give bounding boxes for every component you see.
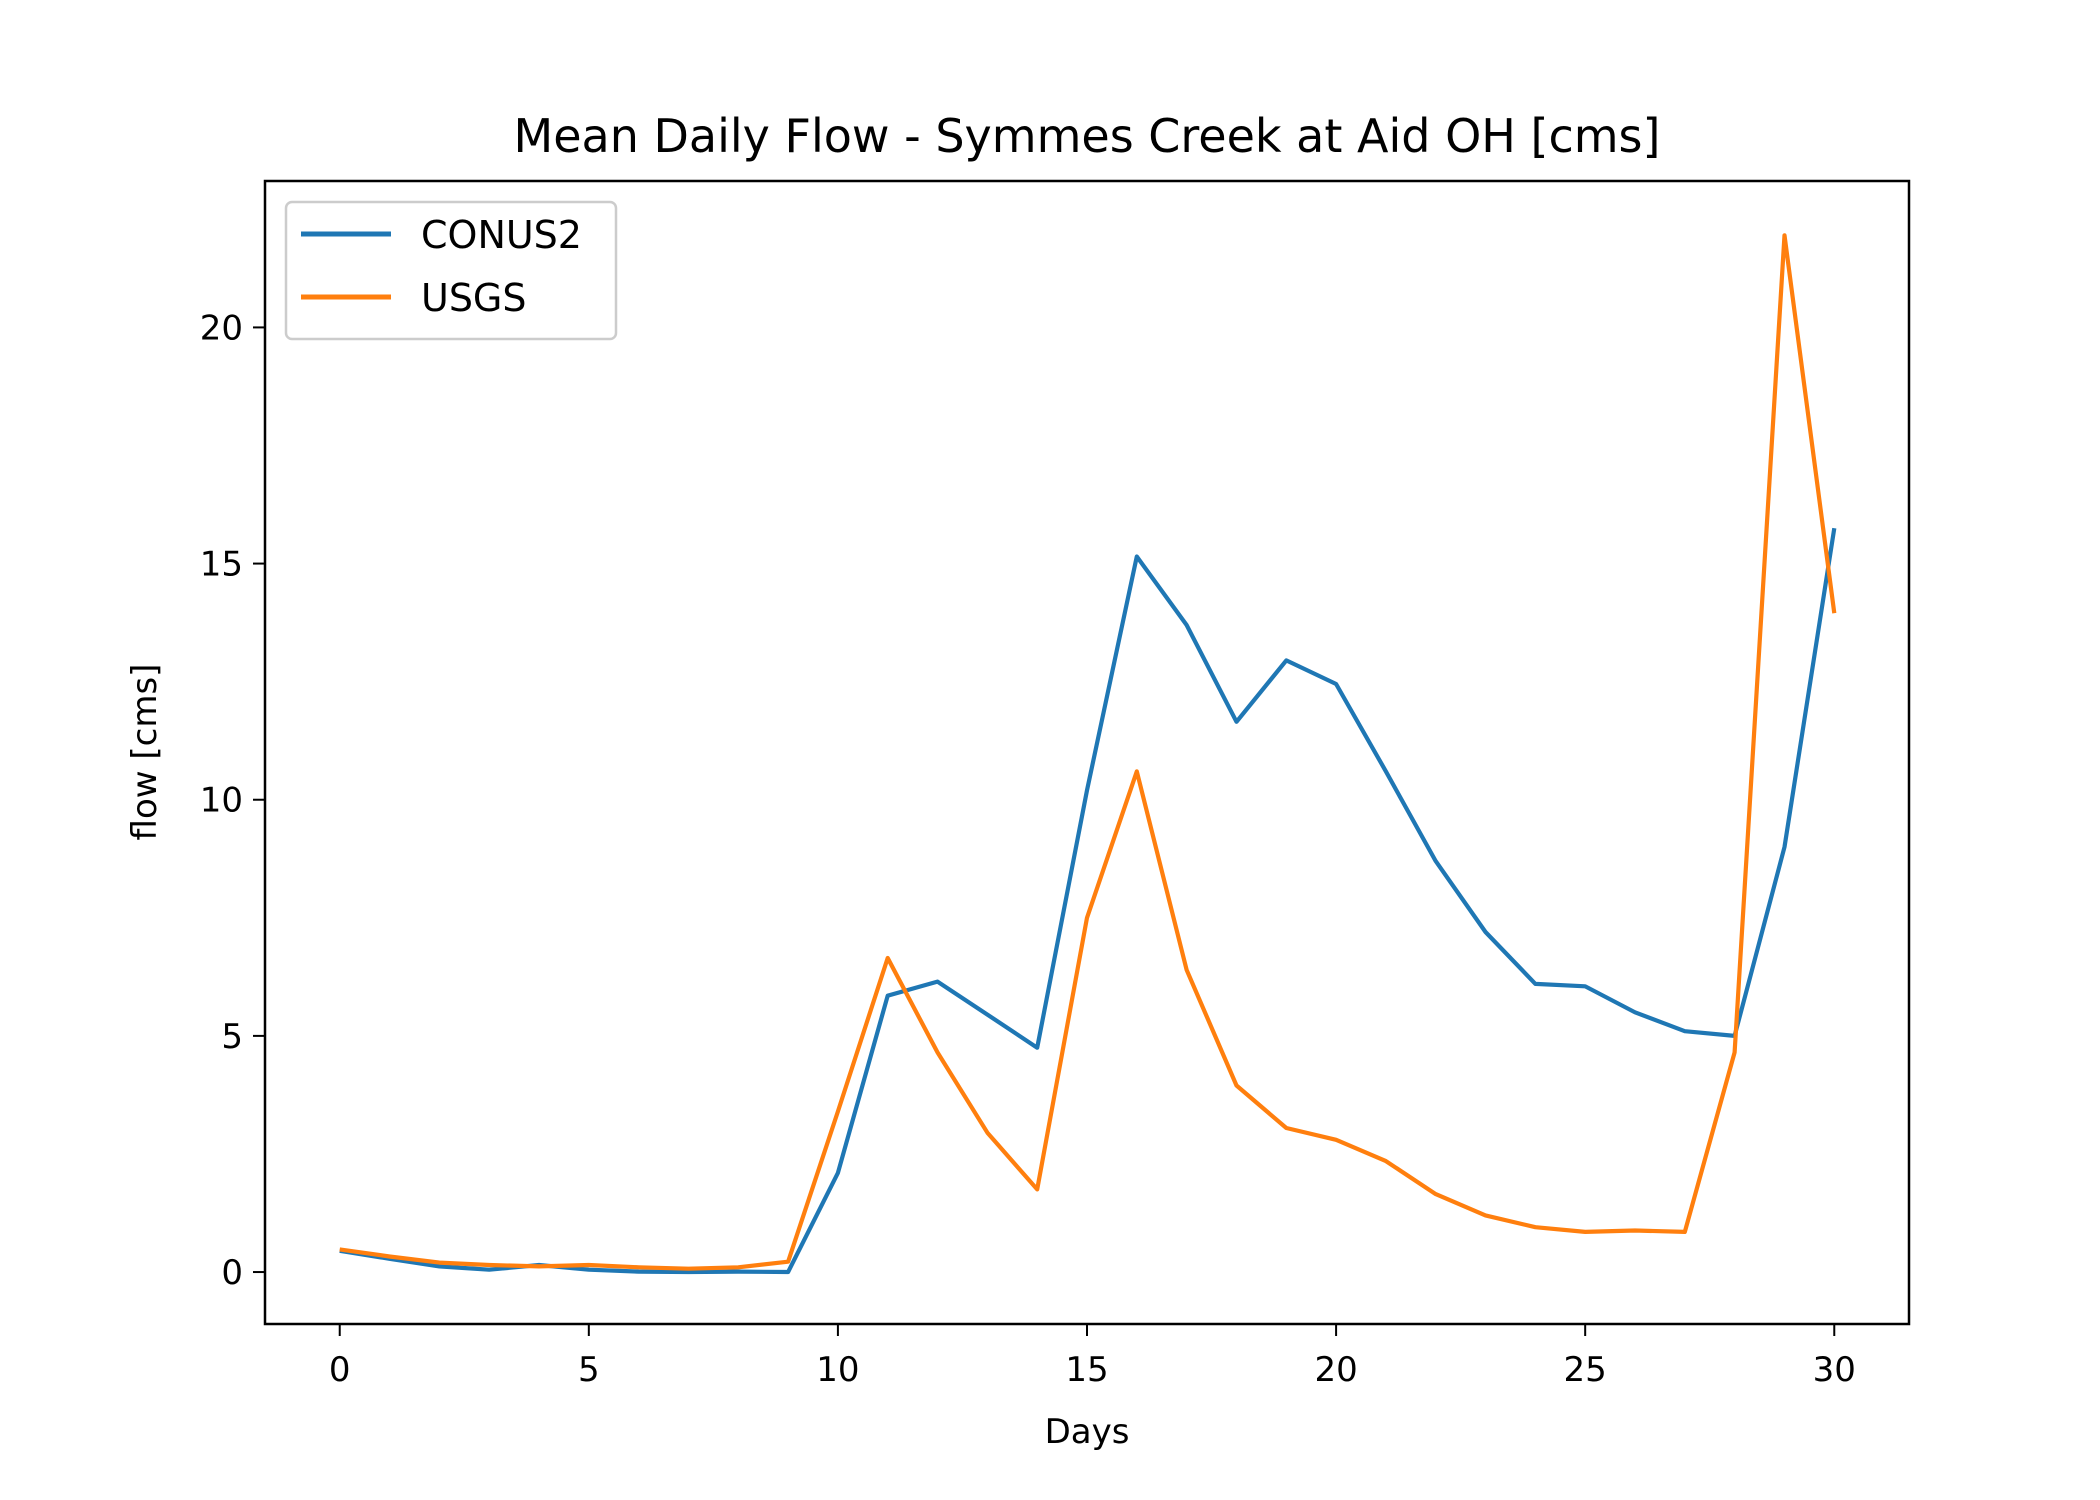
x-tick-label: 10 [816,1350,859,1390]
y-tick-label: 0 [221,1253,243,1293]
legend-label-usgs: USGS [421,276,527,320]
y-tick-label: 10 [200,781,243,821]
y-tick-label: 20 [200,308,243,348]
x-tick-label: 25 [1564,1350,1607,1390]
plot-frame [263,179,1911,1326]
series-line-usgs [339,233,1837,1271]
series-lines [339,233,1837,1275]
x-tick-label: 0 [329,1350,351,1390]
y-axis-ticks: 0 5 10 15 20 [200,308,265,1293]
chart-title: Mean Daily Flow - Symmes Creek at Aid OH… [514,109,1661,163]
x-tick-label: 5 [578,1350,600,1390]
y-axis-label: flow [cms] [125,664,165,841]
x-axis-label: Days [1045,1412,1130,1452]
x-axis-ticks: 0 5 10 15 20 25 30 [329,1324,1856,1390]
series-line-conus2 [339,527,1837,1275]
y-tick-label: 5 [221,1017,243,1057]
y-tick-label: 15 [200,545,243,585]
legend-label-conus2: CONUS2 [421,213,582,257]
x-tick-label: 15 [1065,1350,1108,1390]
legend: CONUS2 USGS [284,200,618,341]
x-tick-label: 20 [1314,1350,1357,1390]
x-tick-label: 30 [1813,1350,1856,1390]
